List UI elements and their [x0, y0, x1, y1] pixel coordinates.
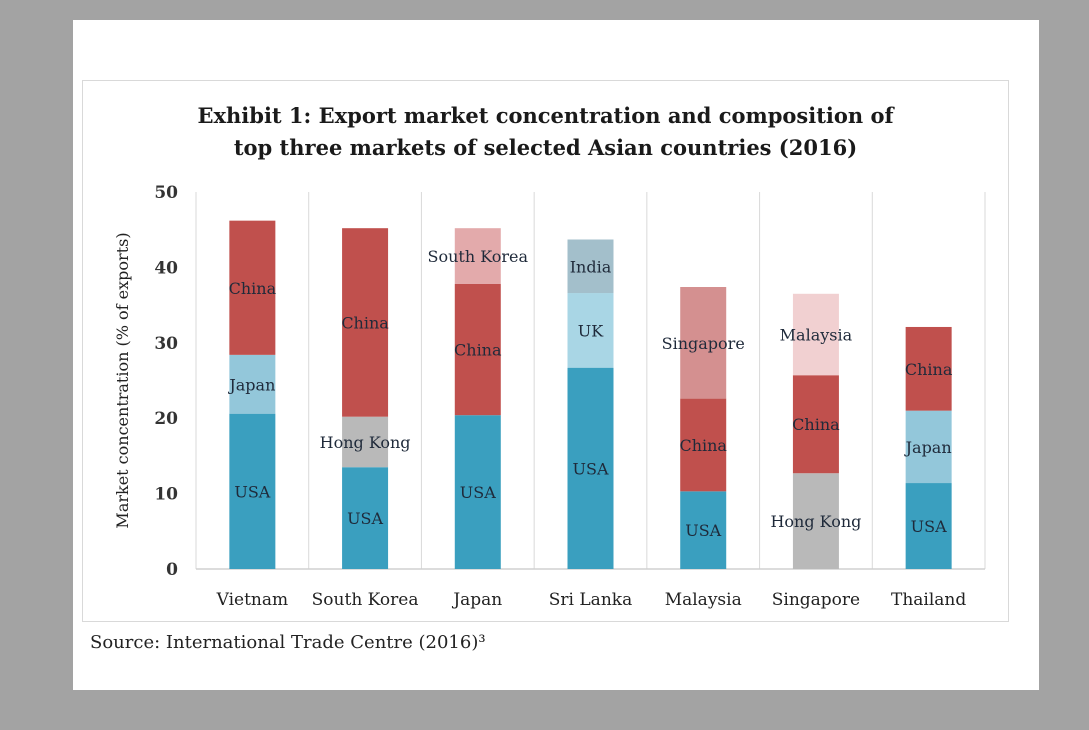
segment-label: China	[454, 341, 502, 360]
bar-segment-japan	[905, 410, 952, 484]
chart-title-line-1: Exhibit 1: Export market concentration a…	[197, 103, 894, 128]
bar-segment-china	[342, 228, 389, 417]
y-tick-label: 10	[154, 485, 178, 505]
bar-segment-usa	[229, 413, 276, 569]
segment-label: China	[229, 279, 277, 298]
segment-label: China	[341, 313, 389, 332]
segment-label: USA	[573, 459, 609, 478]
y-axis-label: Market concentration (% of exports)	[113, 232, 132, 528]
x-tick-label: Thailand	[891, 590, 966, 610]
y-tick-label: 50	[154, 183, 178, 203]
segment-label: USA	[234, 482, 270, 501]
bar-segment-china	[229, 220, 276, 355]
bar-segment-china	[905, 326, 952, 411]
segment-label: China	[905, 360, 953, 379]
bar-segment-singapore	[680, 287, 727, 399]
bar-segment-china	[680, 398, 727, 492]
segment-label: Japan	[227, 375, 275, 394]
segment-label: Malaysia	[780, 326, 853, 345]
x-tick-label: Singapore	[772, 590, 860, 610]
bar-segment-usa	[567, 367, 614, 569]
segment-label: India	[570, 257, 612, 276]
bar-segment-hong-kong	[792, 473, 839, 569]
segment-label: China	[792, 415, 840, 434]
bar-segment-usa	[905, 483, 952, 569]
bar-segment-usa	[342, 467, 389, 569]
bar-segment-india	[567, 239, 614, 294]
segment-label: China	[679, 436, 727, 455]
chart-frame	[82, 80, 1009, 622]
bar-segment-usa	[680, 491, 727, 569]
segment-label: USA	[685, 521, 721, 540]
chart-title-line-2: top three markets of selected Asian coun…	[233, 135, 858, 160]
x-tick-label: Malaysia	[665, 590, 742, 610]
y-tick-label: 40	[154, 258, 178, 278]
bar-segment-uk	[567, 293, 614, 368]
chart-title: Exhibit 1: Export market concentration a…	[82, 100, 1009, 164]
segment-label: Japan	[904, 438, 952, 457]
x-tick-label: Sri Lanka	[549, 590, 632, 610]
segment-label: Hong Kong	[320, 433, 411, 452]
bar-segment-hong-kong	[342, 416, 389, 468]
y-tick-label: 0	[166, 560, 178, 580]
segment-label: Singapore	[662, 334, 745, 353]
segment-label: USA	[460, 483, 496, 502]
x-tick-label: South Korea	[312, 590, 419, 610]
bar-segment-china	[792, 375, 839, 474]
x-tick-label: Vietnam	[216, 590, 289, 610]
y-tick-label: 20	[154, 409, 178, 429]
source-note: Source: International Trade Centre (2016…	[90, 632, 486, 653]
bar-segment-japan	[229, 354, 276, 414]
x-tick-label: Japan	[451, 590, 502, 610]
bar-segment-malaysia	[792, 293, 839, 376]
segment-label: USA	[911, 517, 947, 536]
bar-segment-china	[454, 283, 501, 416]
y-tick-label: 30	[154, 334, 178, 354]
segment-label: Hong Kong	[770, 512, 861, 531]
segment-label: USA	[347, 509, 383, 528]
segment-label: UK	[578, 321, 604, 340]
bar-segment-south-korea	[454, 228, 501, 284]
segment-label: South Korea	[428, 247, 529, 266]
bar-segment-usa	[454, 415, 501, 569]
